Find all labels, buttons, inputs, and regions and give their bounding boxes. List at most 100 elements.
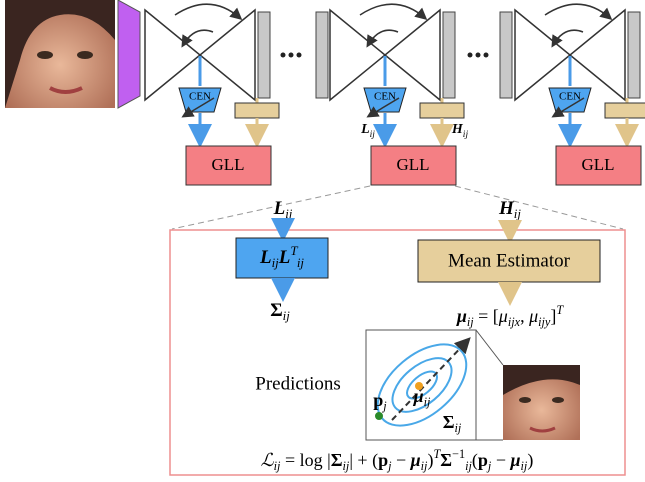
cen-slash [551,97,585,118]
formula-part: − [391,450,410,470]
cen-slash [366,97,400,118]
formula-part: = [ [474,306,499,326]
formula-part: μ [509,450,520,470]
formula-part: L [273,198,286,219]
formula-part: ℒ [261,450,275,470]
cen-label: CEN [559,91,581,103]
formula-part: ij [467,315,474,329]
formula-part: Σ [443,412,455,432]
cen-label: CEN [374,91,396,103]
formula-part: ij [272,255,280,270]
formula-part: ] [550,306,556,326]
zoom-line [171,185,371,230]
hourglass [568,8,626,102]
mean-point [415,382,423,390]
formula-part: ij [424,395,431,409]
formula-part: ) [527,450,533,471]
skip-arrow [551,29,584,48]
formula-part: ij [465,459,472,473]
cen-label: CEN [189,91,211,103]
gll-label: GLL [396,155,429,174]
skip-arrow [174,3,243,20]
formula-part: ij [343,459,350,473]
predictions-label: Predictions [255,373,341,394]
encoder [117,0,141,109]
h-input: Hij [498,198,521,221]
formula-part: j [486,459,492,473]
formula-part: p [373,390,383,410]
skip-arrow [359,3,428,20]
formula-part: j [386,459,392,473]
gll-block [185,145,272,186]
formula-part: ij [514,206,522,221]
hourglass [198,8,256,102]
point-label: pj [373,390,387,413]
formula-part: ij [454,421,461,435]
h-label: Hij [451,122,469,140]
formula-part: μ [410,450,421,470]
cen-block [548,87,592,113]
formula-part: j [381,399,387,413]
cen-slash [181,97,215,118]
formula-part: ij [421,459,428,473]
formula-part: ijx [508,315,521,329]
mean-label: μij [413,386,431,409]
feature-block [257,11,271,99]
ellipsis [280,52,489,58]
formula-part: Σ [270,300,282,321]
mean-box-label: Mean Estimator [448,250,571,271]
face-crop [503,365,580,440]
covariance-output: Σij [270,300,290,323]
skip-arrow [366,29,399,48]
gll-block [555,145,642,186]
formula-part: ij [521,459,528,473]
skip-arrow [544,3,613,20]
formula-part: H [498,198,515,219]
formula-part: ( [472,450,478,471]
formula-part: μ [498,306,508,326]
cen-block [363,87,407,113]
formula-part: Σ [331,450,343,470]
head-block [234,102,280,119]
formula-part: T [556,303,564,317]
cen-block [178,87,222,113]
formula-part: ij [463,130,469,140]
gll-block [370,145,457,186]
formula-part: | + ( [349,450,378,471]
formula-part: ) [427,450,433,471]
axis-arrow [391,337,471,421]
formula-part: ij [285,206,293,221]
formula-part: μ [413,386,424,406]
formula-part: T [433,447,441,461]
formula-part: −1 [452,447,465,461]
formula-part: ijy [538,315,551,329]
loss-formula: ℒij = log |Σij| + (pj − μij)TΣ−1ij(pj − … [261,447,534,473]
connector [475,329,504,366]
feature-block [315,11,329,99]
mean-output: μij = [μijx, μijy]T [456,303,565,329]
covariance-formula: LijLTij [259,243,304,270]
formula-part: , [520,306,529,326]
skip-arrow [181,29,214,48]
formula-part: L [278,247,291,268]
hourglass [144,8,202,102]
feature-block [627,11,641,99]
formula-part: ij [283,308,291,323]
head-block [604,102,645,119]
feature-block [442,11,456,99]
formula-part: p [478,450,488,470]
hourglass [329,8,387,102]
l-label: Lij [360,122,375,140]
feature-block [499,11,513,99]
formula-part: = log | [280,450,330,470]
formula-part: T [290,243,298,258]
formula-part: L [360,122,370,137]
zoom-line [454,185,624,230]
head-block [419,102,465,119]
formula-part: − [491,450,510,470]
formula-part: L [259,247,272,268]
hourglass [383,8,441,102]
formula-part: μ [528,306,538,326]
